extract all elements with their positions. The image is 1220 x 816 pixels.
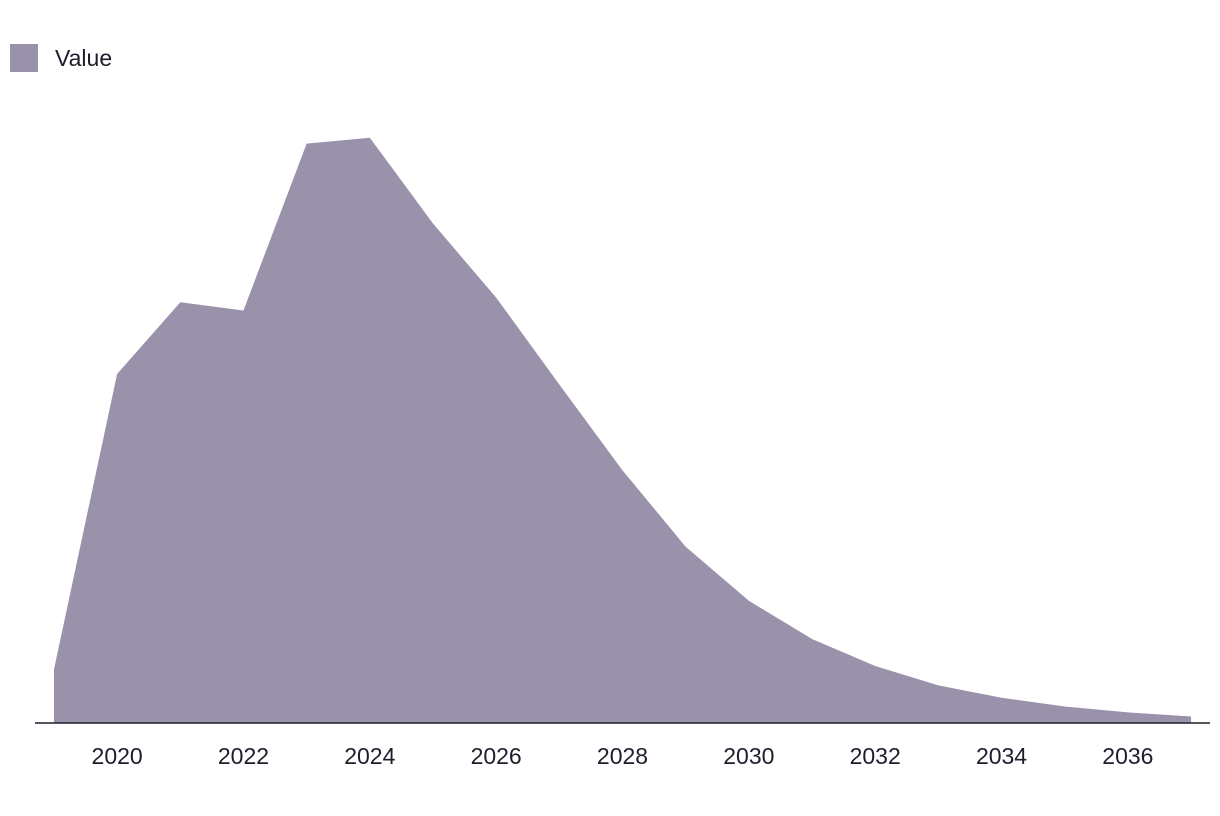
chart-legend: Value <box>10 44 112 72</box>
x-tick-label: 2030 <box>723 743 774 769</box>
x-tick-label: 2024 <box>344 743 395 769</box>
x-tick-label: 2036 <box>1102 743 1153 769</box>
x-tick-label: 2032 <box>850 743 901 769</box>
x-tick-labels: 2020 2022 2024 2026 2028 2030 2032 2034 2036 <box>92 743 1154 769</box>
x-tick-label: 2026 <box>471 743 522 769</box>
x-tick-label: 2028 <box>597 743 648 769</box>
series-layer <box>53 137 1192 723</box>
legend-label: Value <box>55 44 113 71</box>
area-series-1 <box>53 137 1192 723</box>
legend-swatch <box>10 44 38 72</box>
x-tick-label: 2022 <box>218 743 269 769</box>
x-tick-label: 2020 <box>92 743 143 769</box>
x-tick-label: 2034 <box>976 743 1027 769</box>
